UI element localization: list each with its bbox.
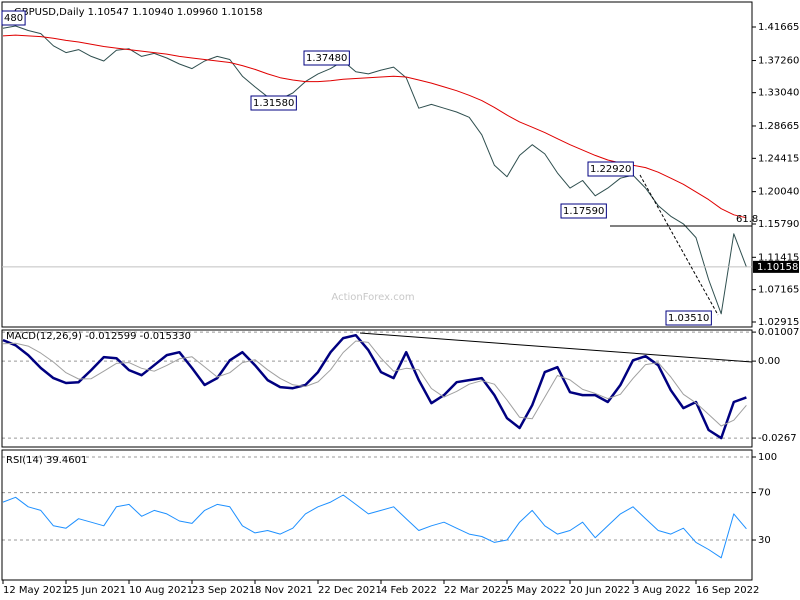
annotation-box — [587, 161, 634, 177]
y-tick-label: 70 — [758, 488, 771, 499]
last-price-box — [753, 260, 799, 273]
series-line — [2, 494, 747, 559]
plot-area — [2, 333, 747, 440]
level-annotation: 480 — [4, 13, 23, 24]
y-tick-label: 1.24415 — [758, 153, 799, 164]
x-tick-label: 22 Mar 2022 — [444, 585, 507, 596]
panel-title: MACD(12,26,9) -0.012599 -0.015330 — [6, 331, 191, 342]
y-tick-label: 1.11415 — [758, 252, 799, 263]
watermark: ActionForex.com — [331, 292, 414, 303]
x-tick-label: 12 May 2021 — [3, 585, 68, 596]
x-tick-label: 25 Jun 2021 — [66, 585, 126, 596]
plot-area — [2, 494, 747, 559]
panel-frame — [1, 449, 753, 581]
x-tick-label: 22 Dec 2021 — [318, 585, 382, 596]
y-tick-label: 1.07165 — [758, 285, 799, 296]
annotation-box — [303, 50, 350, 66]
x-tick-label: 3 Aug 2022 — [633, 585, 691, 596]
y-tick-label: 30 — [758, 535, 771, 546]
x-tick-label: 20 Jun 2022 — [570, 585, 630, 596]
level-annotation: 1.03510 — [668, 313, 709, 324]
x-tick-label: 16 Sep 2022 — [696, 585, 759, 596]
series-line — [2, 333, 747, 440]
x-tick-label: 10 Aug 2021 — [129, 585, 193, 596]
annotation-box — [665, 310, 712, 326]
series-line — [2, 340, 747, 427]
annotation-box — [250, 95, 297, 111]
last-price-label: 1.10158 — [757, 262, 798, 273]
dashed-projection — [639, 174, 719, 316]
macd-trendline — [359, 332, 753, 363]
x-tick-label: 4 Feb 2022 — [381, 585, 437, 596]
annotation-box — [1, 10, 26, 26]
y-tick-label: 0.00 — [758, 356, 780, 367]
y-tick-label: 0.010071 — [758, 327, 800, 338]
y-tick-label: 100 — [758, 452, 777, 463]
y-tick-label: 1.33040 — [758, 88, 799, 99]
level-annotation: 1.22920 — [590, 164, 631, 175]
y-tick-label: -0.0267 — [758, 433, 797, 444]
level-annotation: 1.37480 — [306, 53, 347, 64]
x-tick-label: 5 May 2022 — [507, 585, 566, 596]
y-tick-label: 1.37260 — [758, 56, 799, 67]
y-tick-label: 1.20040 — [758, 187, 799, 198]
level-annotation: 1.31580 — [253, 98, 294, 109]
level-annotation: 61.8 — [736, 214, 758, 225]
panel-frame — [1, 329, 753, 448]
level-annotation: 1.17590 — [563, 206, 604, 217]
y-tick-label: 1.15790 — [758, 219, 799, 230]
y-tick-label: 1.02915 — [758, 317, 799, 328]
y-tick-label: 1.41665 — [758, 22, 799, 33]
panel-title: RSI(14) 39.4601 — [6, 455, 87, 466]
x-tick-label: 23 Sep 2021 — [192, 585, 255, 596]
panel-frame — [1, 1, 753, 328]
panel-title: GBPUSD,Daily 1.10547 1.10940 1.09960 1.1… — [14, 7, 263, 18]
y-tick-label: 1.28665 — [758, 121, 799, 132]
annotation-box — [560, 203, 607, 219]
x-tick-label: 8 Nov 2021 — [255, 585, 313, 596]
